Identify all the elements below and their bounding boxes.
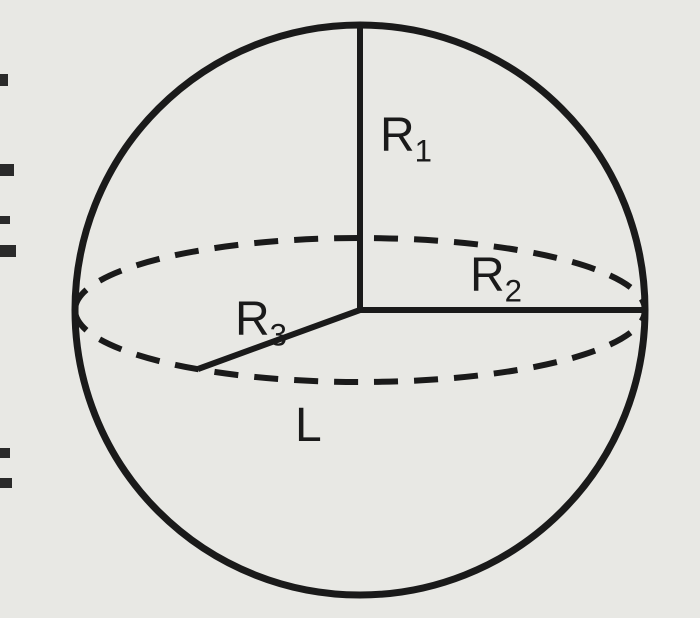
sphere-diagram: [0, 0, 700, 618]
label-r1: R1: [380, 108, 432, 170]
label-r3: R3: [235, 292, 287, 354]
scan-artifact: [0, 448, 10, 458]
scan-artifact: [0, 164, 14, 176]
equator-front-arc: [75, 310, 645, 382]
scan-artifact: [0, 478, 12, 488]
scan-artifact: [0, 216, 10, 224]
scan-artifact: [0, 245, 16, 257]
label-l: L: [295, 398, 322, 453]
label-r2: R2: [470, 248, 522, 310]
scan-artifact: [0, 74, 8, 86]
